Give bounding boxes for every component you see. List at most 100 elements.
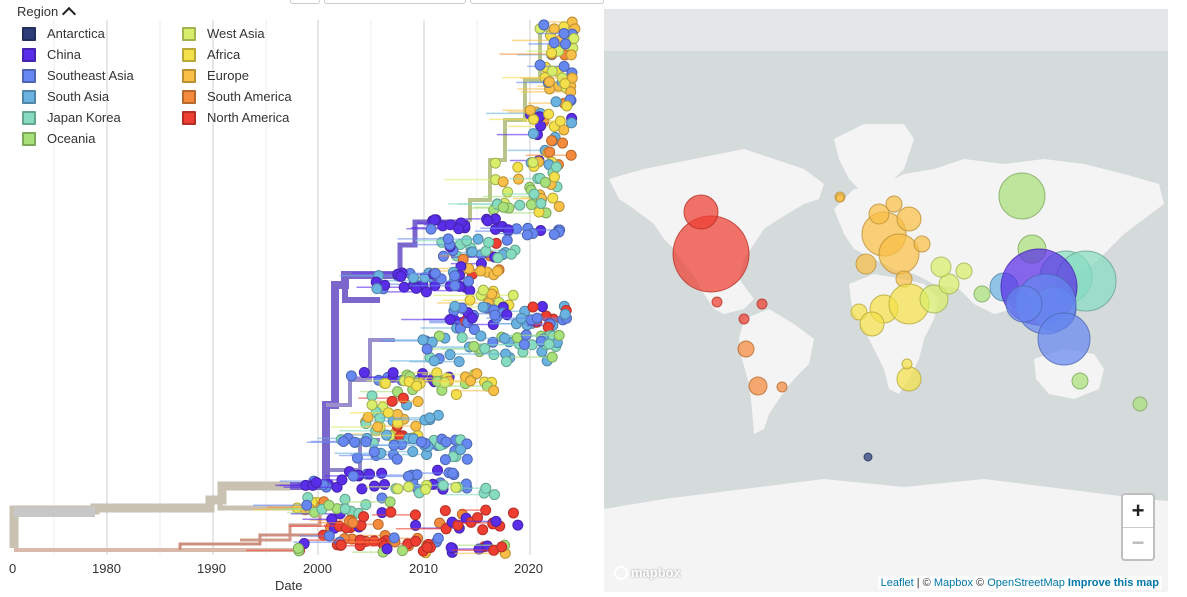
legend-item[interactable]: Japan Korea [22, 110, 121, 125]
tree-tip [386, 395, 398, 407]
legend-item[interactable]: China [22, 47, 81, 62]
legend-label: West Asia [207, 26, 265, 41]
tree-tip [292, 542, 304, 554]
tree-tip [301, 499, 313, 511]
x-tick-label: 2000 [303, 561, 332, 576]
tree-tip [566, 117, 578, 129]
region-bubble [756, 298, 768, 310]
mapbox-logo[interactable]: mapbox [614, 565, 681, 580]
tree-tip [548, 171, 560, 183]
zoom-out-button[interactable]: − [1123, 527, 1153, 558]
tree-tip [468, 324, 480, 336]
tree-tip [384, 496, 396, 508]
tree-tip [456, 331, 468, 343]
tree-tip [403, 481, 415, 493]
legend-item[interactable]: South America [182, 89, 292, 104]
tree-tip [408, 272, 420, 284]
improve-map-link[interactable]: Improve this map [1067, 577, 1159, 589]
tree-tip [477, 524, 489, 536]
region-bubble [737, 340, 755, 358]
tree-tip [543, 108, 555, 120]
world-map[interactable] [604, 9, 1168, 592]
legend-item[interactable]: Africa [182, 47, 240, 62]
tree-tip [455, 444, 467, 456]
x-tick-label: 0 [9, 561, 17, 576]
land-eurasia [834, 159, 1164, 314]
region-bubble [896, 366, 922, 392]
tree-tip [351, 452, 363, 464]
region-bubble [885, 195, 903, 213]
tree-tip [323, 499, 335, 511]
legend-item[interactable]: West Asia [182, 26, 265, 41]
tree-branch [290, 271, 400, 490]
mapbox-link[interactable]: Mapbox [933, 577, 973, 589]
map-panel[interactable]: + − mapbox Leaflet | © Mapbox © OpenStre… [604, 9, 1168, 592]
region-bubble [919, 284, 949, 314]
tree-tip [453, 356, 465, 368]
tree-tip [339, 493, 351, 505]
tree-tip [525, 199, 537, 211]
tree-tip [558, 28, 570, 40]
tree-tip [452, 519, 464, 531]
tree-tip [489, 489, 501, 501]
legend-toggle[interactable]: Region [17, 4, 77, 21]
legend-item[interactable]: Oceania [22, 131, 95, 146]
tree-tip [505, 248, 517, 260]
osm-link[interactable]: OpenStreetMap [987, 577, 1065, 589]
region-bubble [1132, 396, 1148, 412]
tree-tip [539, 176, 551, 188]
toolbar-control[interactable] [290, 0, 320, 4]
tree-tip [396, 545, 408, 557]
zoom-in-button[interactable]: + [1131, 498, 1145, 523]
tree-tip [349, 436, 361, 448]
tree-tip [559, 308, 571, 320]
tree-tip [558, 60, 570, 72]
region-bubble [1005, 285, 1043, 323]
tree-tip [463, 275, 475, 287]
tree-tip [501, 309, 513, 321]
tree-tip [323, 530, 335, 542]
tree-tip [358, 366, 370, 378]
tree-tip [471, 368, 483, 380]
tree-canvas[interactable] [0, 0, 605, 597]
legend-item[interactable]: Southeast Asia [22, 68, 134, 83]
legend-label: Southeast Asia [47, 68, 134, 83]
toolbar-control[interactable] [470, 0, 604, 4]
tree-tip [565, 49, 577, 61]
legend-item[interactable]: South Asia [22, 89, 109, 104]
tree-tip [420, 286, 432, 298]
region-bubble [901, 358, 913, 370]
tree-tip [538, 19, 550, 31]
tree-tip [521, 229, 533, 241]
tree-tip [559, 38, 571, 50]
tree-tip [424, 412, 436, 424]
legend-swatch [182, 68, 196, 83]
tree-tip [382, 407, 394, 419]
tree-tip [415, 436, 427, 448]
legend-item[interactable]: Europe [182, 68, 249, 83]
tree-tip [565, 149, 577, 161]
legend-item[interactable]: North America [182, 110, 289, 125]
legend-label: South America [207, 89, 292, 104]
leaflet-link[interactable]: Leaflet [880, 577, 914, 589]
tree-tip [512, 161, 524, 173]
tree-tip [444, 349, 456, 361]
tree-tip [378, 479, 390, 491]
tree-tip [366, 390, 378, 402]
tree-tip [546, 135, 558, 147]
legend-item[interactable]: Antarctica [22, 26, 105, 41]
tree-tip [472, 233, 484, 245]
tree-tip [492, 265, 504, 277]
tree-tip [527, 156, 539, 168]
region-bubble [1071, 372, 1089, 390]
toolbar-control[interactable] [324, 0, 466, 4]
legend-title: Region [17, 4, 59, 19]
tree-tip [358, 511, 370, 523]
legend-label: Oceania [47, 131, 96, 146]
phylogenetic-tree-panel: Region Antarctica China Southeast Asia Sout… [0, 0, 605, 597]
x-tick-label: 2020 [514, 561, 543, 576]
tree-tip [465, 375, 477, 387]
legend-swatch [182, 89, 196, 104]
tree-tip [410, 519, 422, 531]
tree-tip [553, 329, 565, 341]
